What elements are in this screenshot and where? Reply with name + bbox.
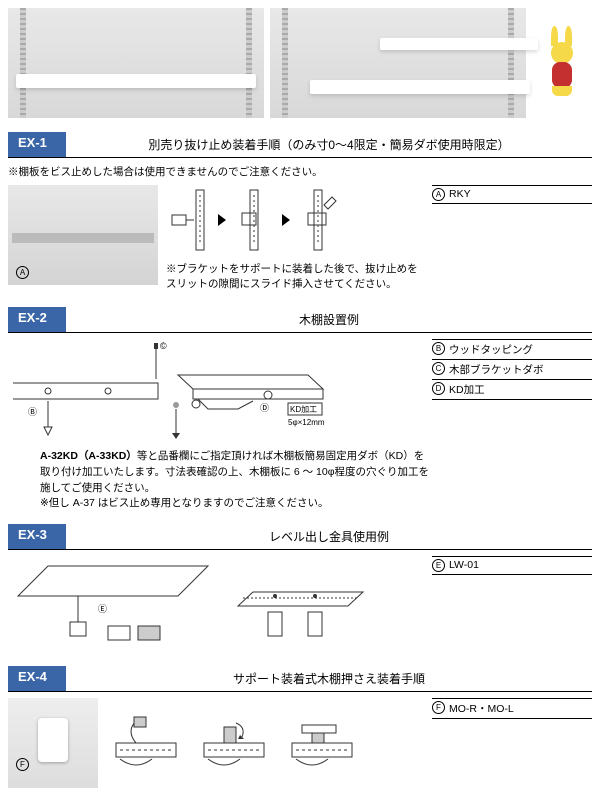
ex2-header: EX-2 木棚設置例 bbox=[8, 307, 592, 333]
ex1-steps: ※ブラケットをサポートに装着した後で、抜け止めをスリットの隙間にスライド挿入させ… bbox=[166, 185, 424, 297]
ex3-tag: EX-3 bbox=[8, 524, 66, 549]
svg-text:©: © bbox=[160, 341, 167, 351]
callout-text: RKY bbox=[449, 188, 471, 201]
ex1-body: A bbox=[8, 185, 592, 297]
ex2-desc-note: ※但し A-37 はビス止め専用となりますのでご注意ください。 bbox=[40, 497, 329, 509]
ex3-diagram: Ⓔ bbox=[8, 556, 424, 656]
svg-text:Ⓓ: Ⓓ bbox=[260, 403, 269, 413]
callout-row: F MO-R・MO-L bbox=[432, 698, 592, 719]
callout-text: 木部ブラケットダボ bbox=[449, 362, 544, 377]
ex2-title: 木棚設置例 bbox=[66, 307, 592, 332]
callout-row: B ウッドタッピング bbox=[432, 339, 592, 360]
ex2-diagram: © Ⓑ Ⓓ KD加工 5φ×12mm bbox=[8, 339, 424, 439]
hero-image-1 bbox=[8, 8, 264, 118]
callout-row: D KD加工 bbox=[432, 380, 592, 400]
arrow-icon bbox=[218, 214, 226, 226]
kd-label-svg: KD加工 bbox=[290, 404, 317, 414]
ex1-step-3 bbox=[294, 185, 342, 255]
callout-text: MO-R・MO-L bbox=[449, 701, 514, 716]
ex2-body: © Ⓑ Ⓓ KD加工 5φ×12mm B ウッドタッピング bbox=[8, 339, 592, 439]
callout-text: ウッドタッピング bbox=[449, 342, 533, 357]
ex2-desc-b: （A-33KD） bbox=[78, 450, 137, 462]
ex4-step-2 bbox=[194, 703, 274, 783]
ex4-callouts: F MO-R・MO-L bbox=[432, 698, 592, 788]
ex1-note: ※棚板をビス止めした場合は使用できませんのでご注意ください。 bbox=[8, 164, 592, 179]
mascot bbox=[532, 8, 592, 118]
callout-letter-F-icon: F bbox=[432, 701, 445, 714]
ex1-label-A-icon: A bbox=[16, 266, 29, 279]
ex3-header: EX-3 レベル出し金具使用例 bbox=[8, 524, 592, 550]
ex2-desc-c: 等と品番欄にご指定頂ければ木棚板簡易固定用ダボ（KD）を bbox=[137, 450, 424, 462]
ex4-step-3 bbox=[282, 703, 362, 783]
ex4-step-1 bbox=[106, 703, 186, 783]
callout-text: LW-01 bbox=[449, 559, 479, 572]
ex4-tag: EX-4 bbox=[8, 666, 66, 691]
page-container: EX-1 別売り抜け止め装着手順（のみ寸0～4限定・簡易ダボ使用時限定） ※棚板… bbox=[0, 0, 600, 806]
ex3-callouts: E LW-01 bbox=[432, 556, 592, 656]
ex1-callouts: A RKY bbox=[432, 185, 592, 297]
hero-image-2 bbox=[270, 8, 526, 118]
callout-letter-E-icon: E bbox=[432, 559, 445, 572]
ex2-desc-2: 取り付け加工いたします。寸法表確認の上、木棚板に 6 ～ 10φ程度の穴ぐり加工… bbox=[40, 466, 429, 478]
ex1-photo: A bbox=[8, 185, 158, 285]
kd-size-svg: 5φ×12mm bbox=[288, 418, 325, 427]
ex4-body: F bbox=[8, 698, 592, 788]
ex4-photo: F bbox=[8, 698, 98, 788]
ex3-body: Ⓔ E LW-01 bbox=[8, 556, 592, 656]
callout-text: KD加工 bbox=[449, 382, 485, 397]
ex2-tag: EX-2 bbox=[8, 307, 66, 332]
ex1-step-1 bbox=[166, 185, 214, 255]
ex1-step-2 bbox=[230, 185, 278, 255]
ex1-tag: EX-1 bbox=[8, 132, 66, 157]
ex1-header: EX-1 別売り抜け止め装着手順（のみ寸0～4限定・簡易ダボ使用時限定） bbox=[8, 132, 592, 158]
arrow-icon bbox=[282, 214, 290, 226]
ex3-title: レベル出し金具使用例 bbox=[66, 524, 592, 549]
callout-row: E LW-01 bbox=[432, 556, 592, 575]
callout-letter-B-icon: B bbox=[432, 342, 445, 355]
callout-letter-A-icon: A bbox=[432, 188, 445, 201]
callout-letter-C-icon: C bbox=[432, 362, 445, 375]
svg-text:Ⓑ: Ⓑ bbox=[28, 407, 37, 417]
ex4-header: EX-4 サポート装着式木棚押さえ装着手順 bbox=[8, 666, 592, 692]
ex2-desc-3: 施してご使用ください。 bbox=[40, 482, 155, 494]
hero-row bbox=[8, 8, 592, 118]
svg-text:Ⓔ: Ⓔ bbox=[98, 604, 107, 614]
callout-row: A RKY bbox=[432, 185, 592, 204]
ex2-description: A-32KD（A-33KD）等と品番欄にご指定頂ければ木棚板簡易固定用ダボ（KD… bbox=[40, 449, 592, 512]
ex4-title: サポート装着式木棚押さえ装着手順 bbox=[66, 666, 592, 691]
ex1-title: 別売り抜け止め装着手順（のみ寸0～4限定・簡易ダボ使用時限定） bbox=[66, 132, 592, 157]
ex4-diagram bbox=[106, 698, 424, 788]
callout-letter-D-icon: D bbox=[432, 382, 445, 395]
ex1-instruction: ※ブラケットをサポートに装着した後で、抜け止めをスリットの隙間にスライド挿入させ… bbox=[166, 261, 424, 291]
callout-row: C 木部ブラケットダボ bbox=[432, 360, 592, 380]
ex2-callouts: B ウッドタッピング C 木部ブラケットダボ D KD加工 bbox=[432, 339, 592, 439]
ex2-desc-a: A-32KD bbox=[40, 450, 78, 462]
